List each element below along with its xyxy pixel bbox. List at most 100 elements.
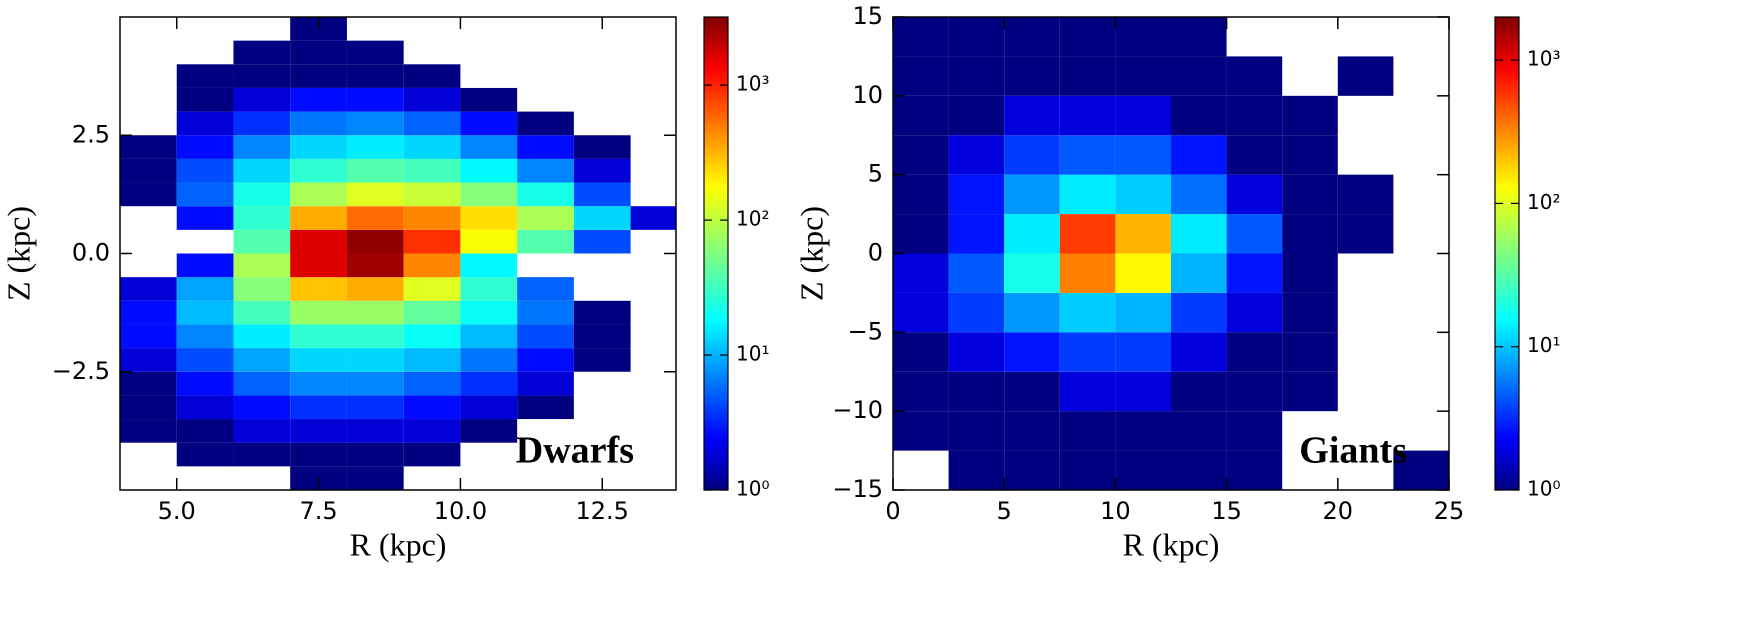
- colorbar-tick-label: 10¹: [736, 342, 769, 366]
- density-cell: [176, 158, 234, 183]
- density-cell: [346, 64, 404, 88]
- density-cell: [573, 158, 631, 183]
- density-cell: [176, 324, 234, 349]
- density-cell: [517, 395, 574, 420]
- colorbar-tick-label: 10²: [736, 207, 769, 231]
- density-cell: [176, 135, 234, 159]
- density-cell: [1226, 332, 1283, 372]
- x-axis-label: R (kpc): [350, 526, 447, 562]
- x-tick-label: 15: [1211, 497, 1242, 525]
- density-cell: [1171, 56, 1227, 96]
- density-cell: [460, 395, 518, 420]
- density-cell: [893, 332, 949, 372]
- density-cell: [346, 111, 404, 136]
- density-cell: [1115, 411, 1171, 451]
- y-tick-label: 15: [852, 2, 883, 30]
- x-tick-label: 5.0: [158, 497, 196, 525]
- density-cell: [1282, 174, 1338, 215]
- density-cell: [1115, 17, 1171, 57]
- density-cell: [948, 292, 1005, 333]
- density-cell: [517, 371, 574, 396]
- density-cell: [1282, 253, 1338, 293]
- density-cell: [176, 300, 234, 325]
- density-cell: [460, 253, 518, 278]
- density-cell: [517, 277, 574, 301]
- density-cell: [1115, 174, 1171, 215]
- density-cell: [1115, 450, 1171, 490]
- density-cell: [290, 253, 347, 278]
- y-tick-label: −5: [848, 317, 883, 345]
- density-cell: [460, 419, 518, 443]
- density-cell: [893, 253, 949, 293]
- y-axis-label: Z (kpc): [793, 206, 829, 301]
- density-cell: [948, 253, 1005, 293]
- density-cell: [290, 395, 347, 420]
- density-cell: [176, 206, 234, 230]
- density-cell: [1337, 56, 1394, 96]
- annotation: Dwarfs: [516, 430, 634, 472]
- density-cell: [630, 206, 676, 230]
- density-cell: [1171, 292, 1227, 333]
- density-cell: [120, 182, 177, 207]
- density-cell: [1226, 56, 1283, 96]
- density-cell: [1171, 371, 1227, 412]
- density-cell: [346, 40, 404, 65]
- density-cell: [403, 324, 461, 349]
- density-cell: [346, 229, 404, 254]
- density-cell: [948, 95, 1005, 136]
- density-cell: [1115, 371, 1171, 412]
- density-cell: [403, 206, 461, 230]
- density-cell: [290, 40, 347, 65]
- density-cell: [233, 229, 291, 254]
- density-cell: [1282, 95, 1338, 136]
- x-tick-label: 0: [885, 497, 900, 525]
- colorbar-tick-label: 10⁰: [1527, 477, 1560, 501]
- y-tick-label: 2.5: [72, 120, 110, 148]
- density-cell: [948, 17, 1005, 57]
- annotation: Giants: [1299, 430, 1407, 472]
- density-cell: [1004, 292, 1060, 333]
- density-cell: [176, 64, 234, 88]
- density-cell: [1059, 95, 1116, 136]
- density-cell: [1004, 214, 1060, 254]
- density-cell: [403, 300, 461, 325]
- density-cell: [948, 411, 1005, 451]
- colorbar-tick-label: 10¹: [1527, 333, 1560, 357]
- x-tick-label: 12.5: [576, 497, 629, 525]
- density-cell: [120, 158, 177, 183]
- density-cell: [460, 87, 518, 112]
- density-cell: [460, 324, 518, 349]
- density-cell: [346, 87, 404, 112]
- density-cell: [233, 40, 291, 65]
- density-cell: [1115, 56, 1171, 96]
- density-cell: [573, 206, 631, 230]
- density-cell: [893, 411, 949, 451]
- density-cell: [1171, 17, 1227, 57]
- density-cell: [233, 395, 291, 420]
- density-cell: [403, 371, 461, 396]
- density-cell: [346, 348, 404, 372]
- density-cell: [1115, 253, 1171, 293]
- density-cell: [948, 135, 1005, 175]
- density-cell: [1226, 292, 1283, 333]
- density-cell: [517, 229, 574, 254]
- density-cell: [1115, 95, 1171, 136]
- density-cell: [290, 158, 347, 183]
- density-cell: [1282, 371, 1338, 412]
- density-cell: [290, 442, 347, 467]
- density-cell: [233, 442, 291, 467]
- density-cell: [460, 277, 518, 301]
- density-cell: [176, 87, 234, 112]
- density-cell: [1059, 332, 1116, 372]
- density-cell: [120, 419, 177, 443]
- density-cell: [403, 111, 461, 136]
- density-cell: [893, 17, 949, 57]
- density-cell: [1171, 411, 1227, 451]
- density-cell: [948, 450, 1005, 490]
- density-cell: [290, 348, 347, 372]
- density-cell: [1059, 450, 1116, 490]
- density-cell: [517, 182, 574, 207]
- x-tick-label: 20: [1323, 497, 1354, 525]
- density-cell: [346, 442, 404, 467]
